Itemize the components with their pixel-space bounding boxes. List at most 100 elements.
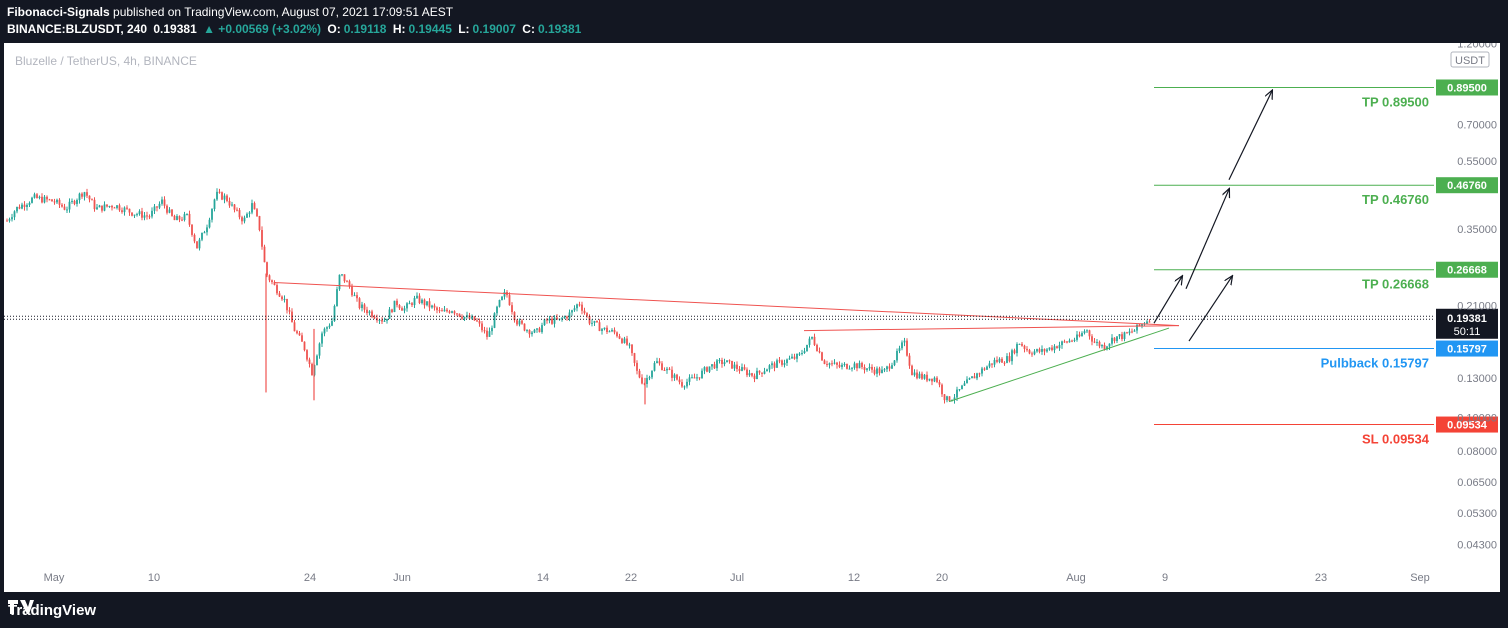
candle-body xyxy=(183,214,186,220)
candle-body xyxy=(1026,348,1028,351)
candle-body xyxy=(418,295,421,304)
candle-body xyxy=(1111,337,1113,344)
support-trendline xyxy=(948,327,1170,403)
candle-body xyxy=(678,379,681,383)
x-tick-label: 22 xyxy=(625,572,637,584)
x-tick-label: Sep xyxy=(1410,572,1430,584)
level-price-tag-text: 0.46760 xyxy=(1447,180,1487,192)
candle-body xyxy=(118,205,121,211)
candle-body xyxy=(821,352,823,361)
candle-body xyxy=(561,318,563,320)
y-tick-label: 0.70000 xyxy=(1457,119,1497,131)
level-price-tag xyxy=(1436,416,1498,433)
x-tick-label: 24 xyxy=(304,572,316,584)
candle-body xyxy=(553,317,556,324)
candle-body xyxy=(338,274,341,290)
candle-body xyxy=(976,373,978,379)
candle-body xyxy=(146,215,148,217)
candle-body xyxy=(326,327,328,329)
candle-body xyxy=(706,367,708,372)
candle-body xyxy=(231,204,233,206)
candle-body xyxy=(258,216,261,231)
candle-body xyxy=(201,232,203,240)
candle-body xyxy=(801,352,803,354)
chart-panel[interactable]: Bluzelle / TetherUS, 4h, BINANCE TP 0.89… xyxy=(4,43,1500,592)
candle-body xyxy=(523,323,526,331)
candle-body xyxy=(911,365,913,376)
candle-body xyxy=(713,364,716,369)
candle-body xyxy=(1086,330,1088,332)
candle-body xyxy=(763,371,766,374)
level-price-tag xyxy=(1436,340,1498,357)
candle-body xyxy=(1103,344,1106,350)
candle-body xyxy=(726,360,728,363)
candle-body xyxy=(86,192,88,196)
candle-body xyxy=(843,363,846,365)
candle-body xyxy=(511,305,513,313)
candle-body xyxy=(168,209,171,213)
candle-body xyxy=(993,359,996,365)
candle-body xyxy=(918,373,921,379)
candle-body xyxy=(663,369,666,371)
candle-body xyxy=(436,307,438,311)
y-tick-label: 0.04300 xyxy=(1457,539,1497,551)
candle-body xyxy=(143,215,146,218)
close-value: 0.19381 xyxy=(537,22,582,36)
candle-body xyxy=(298,333,301,336)
candle-body xyxy=(893,360,896,366)
candle-body xyxy=(616,332,618,337)
candle-body xyxy=(1023,345,1026,349)
candle-body xyxy=(283,298,286,300)
candle-body xyxy=(1116,336,1118,342)
candle-body xyxy=(588,316,591,324)
candle-body xyxy=(396,300,398,306)
candle-body xyxy=(973,376,976,379)
candle-body xyxy=(966,379,968,384)
candle-body xyxy=(21,204,23,209)
candle-body xyxy=(838,364,841,367)
candle-body xyxy=(423,299,426,306)
candle-body xyxy=(696,377,698,379)
candle-body xyxy=(263,246,266,263)
candle-body xyxy=(311,363,313,376)
candle-body xyxy=(593,320,596,323)
candle-body xyxy=(546,319,548,321)
candle-body xyxy=(6,220,8,222)
candle-body xyxy=(661,363,663,370)
candle-body xyxy=(856,363,858,369)
publish-line: Fibonacci-Signals published on TradingVi… xyxy=(7,4,584,21)
candle-body xyxy=(406,303,408,309)
candle-body xyxy=(956,389,958,398)
candle-body xyxy=(863,367,866,370)
candle-body xyxy=(581,304,583,311)
candle-body xyxy=(393,300,396,313)
candle-body xyxy=(1083,331,1086,334)
price-chart[interactable]: Bluzelle / TetherUS, 4h, BINANCE TP 0.89… xyxy=(4,43,1500,592)
y-tick-label: 0.06500 xyxy=(1457,477,1497,489)
author-name[interactable]: Fibonacci-Signals xyxy=(7,5,110,19)
candle-body xyxy=(1013,350,1016,354)
candle-body xyxy=(1046,349,1048,352)
candle-body xyxy=(88,195,91,200)
candle-body xyxy=(268,275,271,281)
candle-body xyxy=(378,319,381,321)
candle-body xyxy=(803,351,806,353)
candle-body xyxy=(48,199,51,201)
candle-body xyxy=(61,204,63,207)
projection-arrow xyxy=(1188,276,1232,342)
candle-body xyxy=(881,369,883,374)
candle-body xyxy=(486,330,488,337)
candle-body xyxy=(766,369,768,372)
candle-body xyxy=(518,320,521,325)
candle-body xyxy=(83,192,86,197)
candle-body xyxy=(978,373,981,375)
candle-body xyxy=(96,207,98,210)
candle-body xyxy=(1131,331,1133,333)
candle-body xyxy=(191,224,193,235)
tradingview-logo[interactable]: TradingView xyxy=(8,600,96,620)
candle-body xyxy=(806,344,808,352)
symbol-label[interactable]: BINANCE:BLZUSDT, 240 xyxy=(7,22,148,36)
candle-body xyxy=(373,316,376,319)
level-label: TP 0.26668 xyxy=(1362,277,1429,292)
candle-body xyxy=(526,330,528,332)
